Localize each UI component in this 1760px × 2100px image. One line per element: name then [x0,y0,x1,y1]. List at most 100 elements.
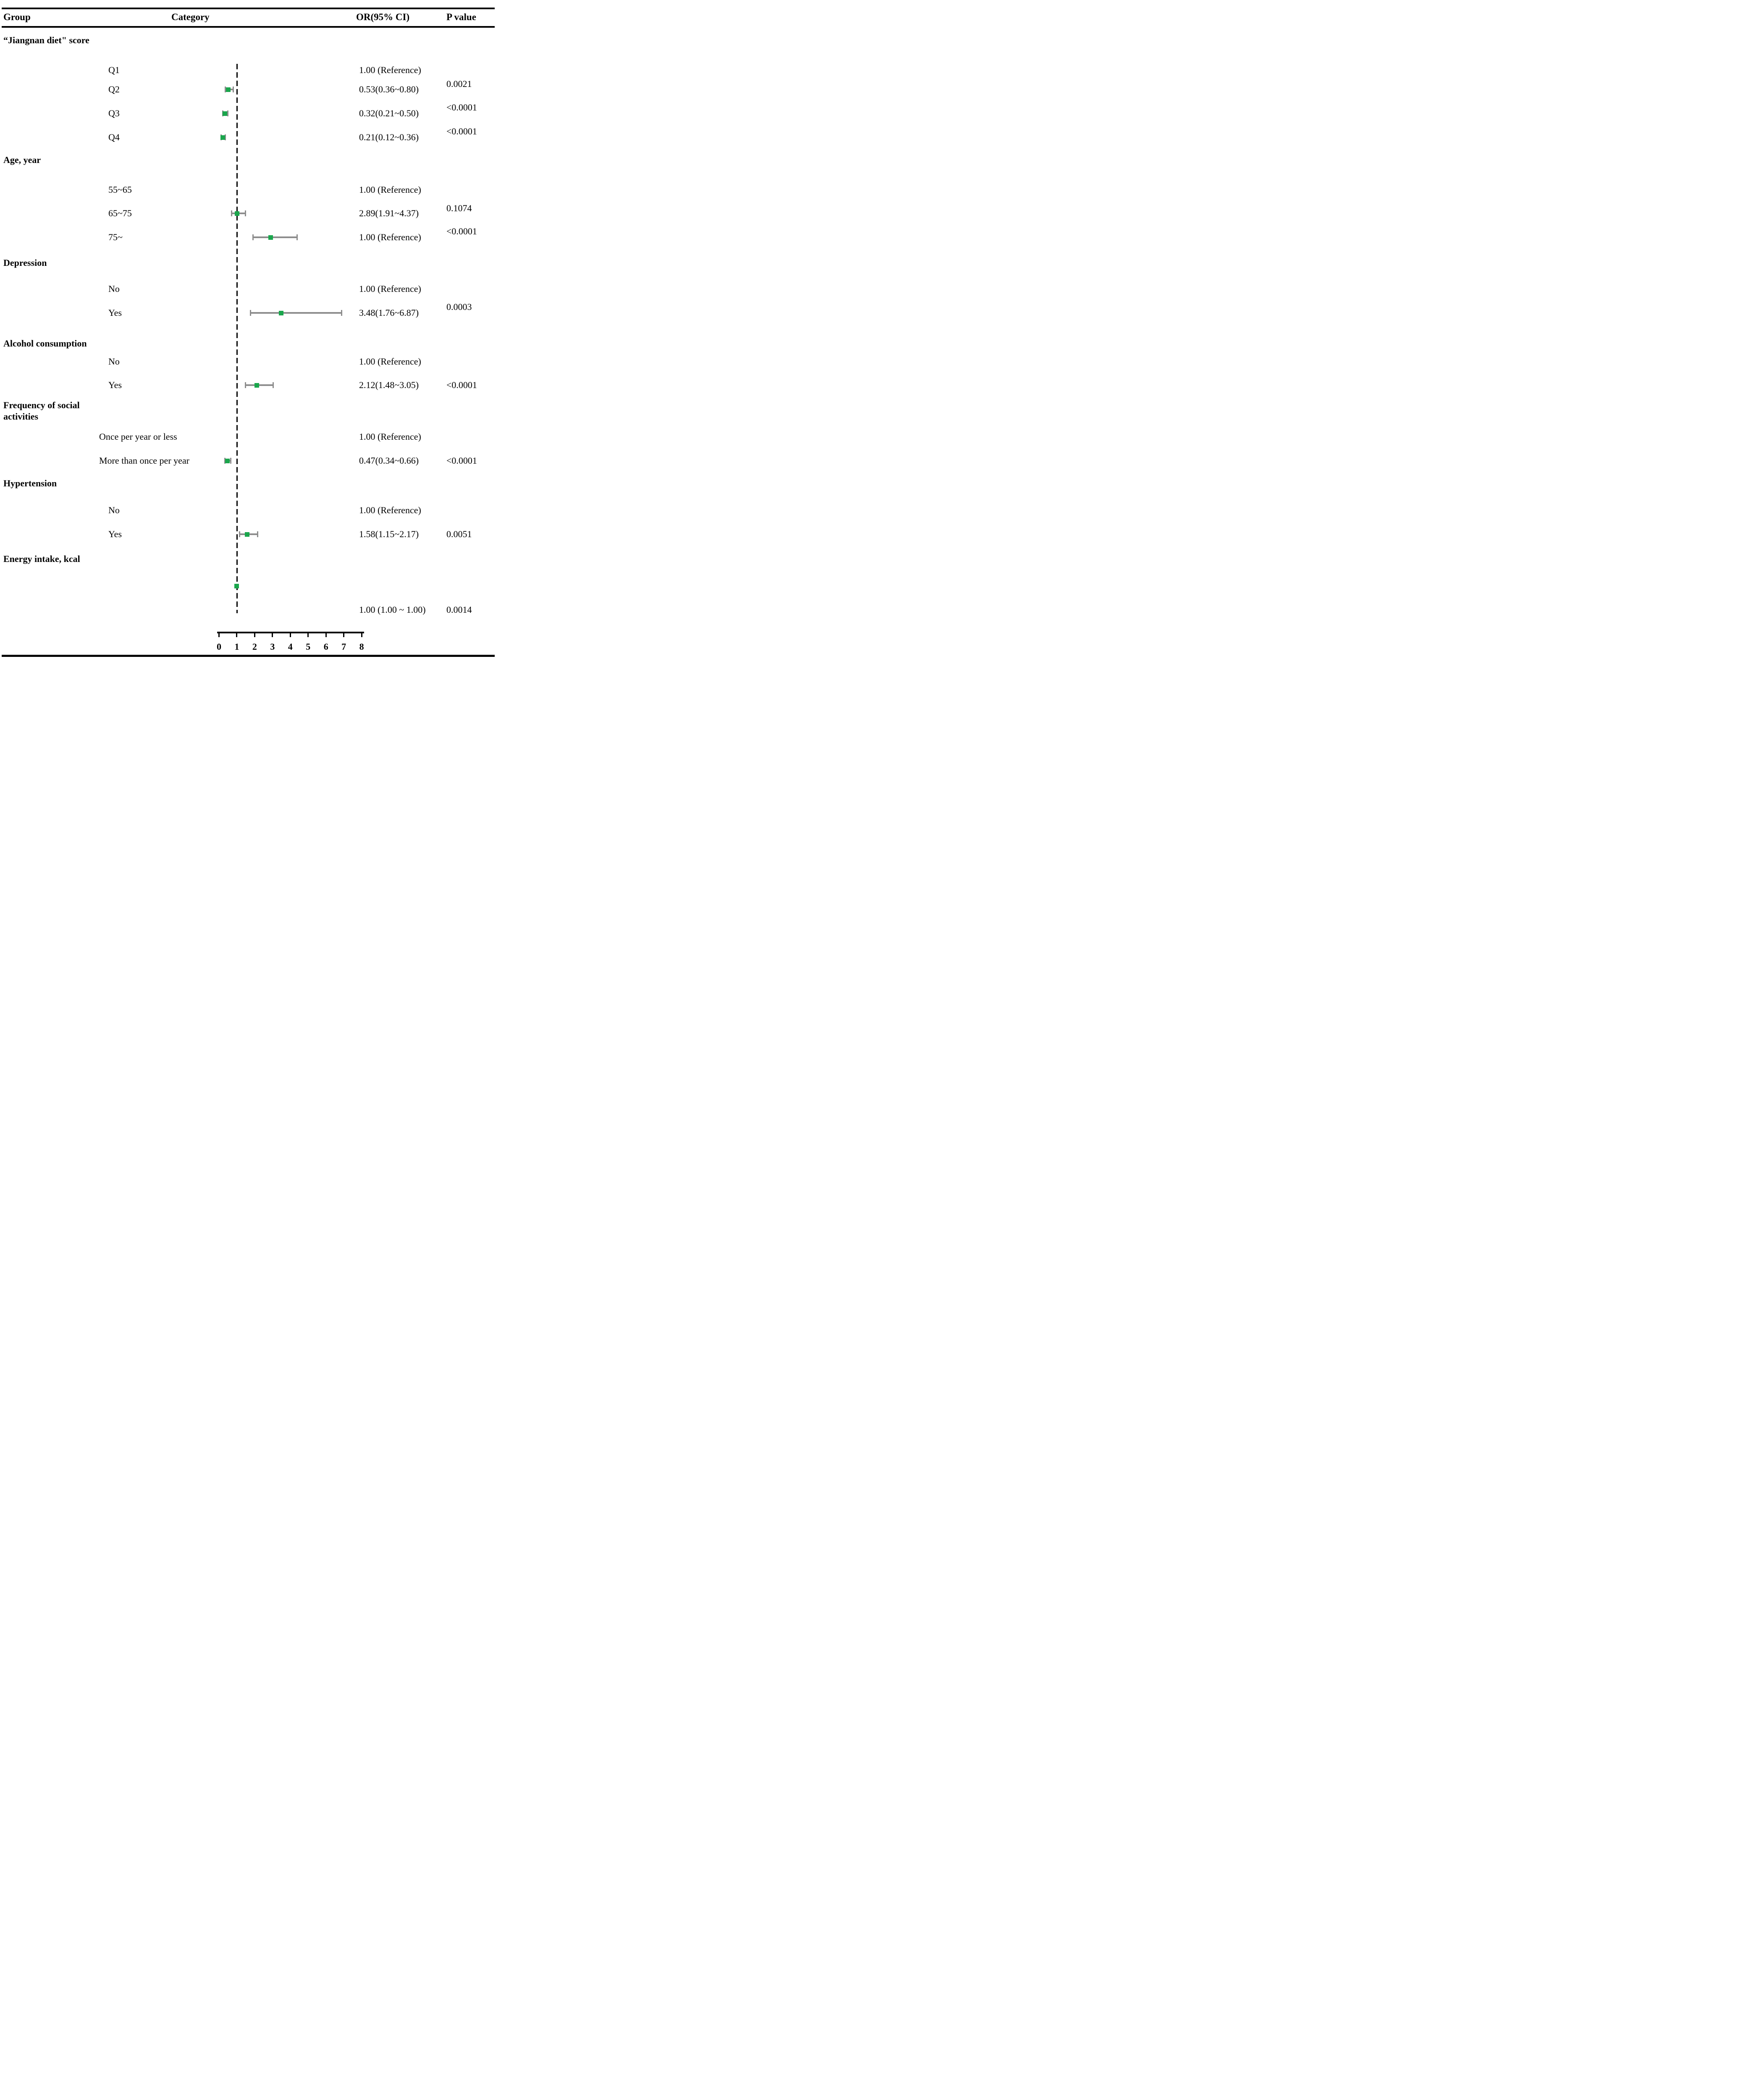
ci-cap-left [244,382,246,388]
section-label: Hypertension [3,478,57,488]
section-label: Depression [3,257,47,268]
section-label: Energy intake, kcal [3,554,80,564]
section-label: Frequency of social activities [3,400,80,422]
or-value: 1.00 (Reference) [359,65,421,75]
or-value: 1.00 (Reference) [359,232,421,242]
category-label: Q4 [108,132,120,142]
category-label: Yes [108,529,122,539]
point-marker [225,458,230,463]
bottom-rule [2,655,495,657]
or-value: 0.47(0.34~0.66) [359,455,419,466]
point-marker [220,135,225,140]
axis-tick [236,632,238,637]
p-value: 0.0051 [446,529,472,539]
p-value: <0.0001 [446,102,477,113]
column-header-category: Category [171,12,210,22]
p-value: <0.0001 [446,455,477,466]
ci-cap-left [224,458,226,464]
category-label: 75~ [108,232,123,242]
top-rule [2,8,495,9]
point-marker [254,383,259,388]
point-marker [268,235,273,240]
ci-cap-left [231,210,232,216]
p-value: 0.0021 [446,79,472,89]
or-value: 1.00 (Reference) [359,284,421,294]
ci-cap-right [232,87,234,92]
axis-tick-label: 6 [323,641,328,652]
ci-cap-right [230,458,232,464]
axis-tick [289,632,291,637]
or-value: 0.32(0.21~0.50) [359,108,419,118]
or-value: 0.53(0.36~0.80) [359,84,419,94]
category-label: 65~75 [108,208,132,218]
ci-bar [250,312,342,314]
category-label: Q2 [108,84,120,94]
axis-tick [343,632,345,637]
point-marker [226,87,231,92]
ci-cap-right [341,310,342,316]
axis-tick [254,632,255,637]
point-marker [278,310,283,315]
axis-tick-label: 1 [234,641,239,652]
p-value: 0.1074 [446,203,472,213]
axis-tick [361,632,362,637]
header-rule [2,26,495,28]
ci-cap-left [252,234,254,240]
category-label: Once per year or less [99,431,177,442]
section-label: Alcohol consumption [3,338,87,349]
p-value: 0.0003 [446,302,472,312]
or-value: 1.00 (Reference) [359,431,421,442]
category-label: Yes [108,307,122,318]
reference-line [236,64,238,613]
point-marker [235,211,240,216]
axis-tick-label: 0 [217,641,221,652]
ci-cap-right [225,134,226,140]
category-label: More than once per year [99,455,190,466]
category-label: No [108,356,120,367]
axis-tick [218,632,220,637]
ci-cap-right [257,531,259,537]
p-value: 0.0014 [446,604,472,615]
axis-tick-label: 2 [252,641,257,652]
column-header-or: OR(95% CI) [356,12,410,22]
axis-tick-label: 5 [306,641,311,652]
section-label: “Jiangnan diet" score [3,35,89,45]
or-value: 0.21(0.12~0.36) [359,132,419,142]
ci-cap-right [245,210,247,216]
axis-tick-label: 7 [341,641,346,652]
ci-cap-left [225,87,226,92]
category-label: Q1 [108,65,120,75]
p-value: <0.0001 [446,226,477,236]
or-value: 2.89(1.91~4.37) [359,208,419,218]
axis-tick [325,632,327,637]
forest-plot-figure: Group Category OR(95% CI) P value “Jiang… [0,0,496,660]
axis-tick [272,632,273,637]
axis-tick-label: 3 [270,641,275,652]
or-value: 3.48(1.76~6.87) [359,307,419,318]
ci-cap-right [227,110,229,116]
or-value: 1.58(1.15~2.17) [359,529,419,539]
axis-tick [307,632,309,637]
point-marker [222,111,227,116]
or-value: 1.00 (Reference) [359,356,421,367]
column-header-group: Group [3,12,31,22]
point-marker [245,532,250,537]
axis-tick-label: 8 [359,641,364,652]
ci-cap-left [249,310,251,316]
category-label: 55~65 [108,184,132,195]
category-label: No [108,284,120,294]
category-label: No [108,505,120,515]
ci-cap-right [296,234,298,240]
section-label: Age, year [3,155,41,165]
or-value: 1.00 (Reference) [359,184,421,195]
ci-cap-left [239,531,240,537]
category-label: Yes [108,380,122,390]
p-value: <0.0001 [446,380,477,390]
column-header-pvalue: P value [446,12,476,22]
category-label: Q3 [108,108,120,118]
ci-bar [253,236,297,238]
ci-cap-right [273,382,274,388]
ci-bar [245,384,273,386]
point-marker [234,583,239,588]
or-value: 1.00 (Reference) [359,505,421,515]
